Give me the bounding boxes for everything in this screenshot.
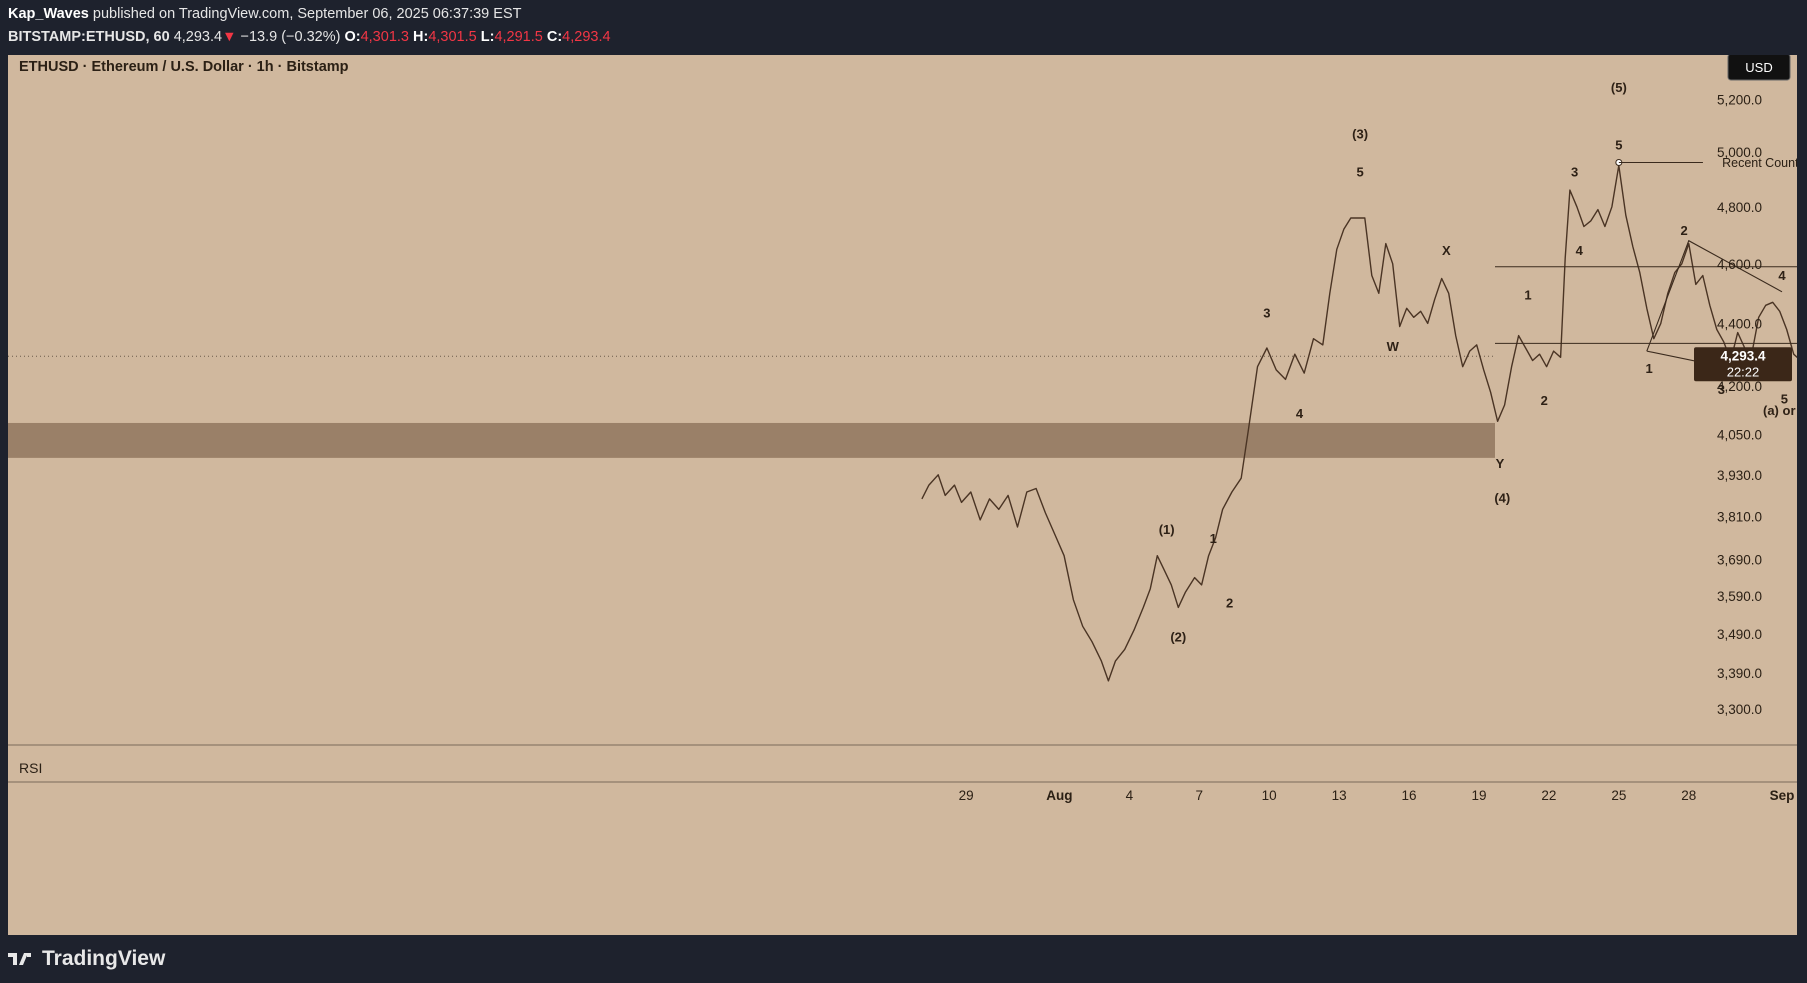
open-value: 4,301.3 bbox=[360, 29, 409, 45]
chart-title: ETHUSD · Ethereum / U.S. Dollar · 1h · B… bbox=[19, 59, 349, 75]
publish-line: Kap_Waves published on TradingView.com, … bbox=[8, 6, 521, 22]
countdown-badge: 22:22 bbox=[1727, 364, 1760, 379]
wave-label-22: 4 bbox=[1778, 268, 1786, 283]
wave-label-18: 5 bbox=[1615, 137, 1622, 152]
tradingview-logo-icon bbox=[8, 953, 31, 965]
wave-label-17: (5) bbox=[1611, 80, 1627, 95]
price-tick-11: 3,590.0 bbox=[1717, 589, 1762, 604]
wave-label-23: 5 bbox=[1781, 391, 1788, 406]
chart-background bbox=[8, 55, 1797, 935]
last-price-badge bbox=[1694, 347, 1792, 382]
wave-label-10: X bbox=[1442, 243, 1451, 258]
wave-label-12: (4) bbox=[1494, 490, 1510, 505]
price-tick-1: 5,200.0 bbox=[1717, 93, 1762, 108]
time-tick-4: 7 bbox=[1196, 788, 1204, 803]
wave-label-11: Y bbox=[1496, 456, 1505, 471]
author-name[interactable]: Kap_Waves bbox=[8, 6, 89, 22]
close-value: 4,293.4 bbox=[562, 29, 611, 45]
wave-label-20: 1 bbox=[1646, 361, 1653, 376]
time-tick-9: 22 bbox=[1541, 788, 1556, 803]
time-tick-6: 13 bbox=[1332, 788, 1347, 803]
price-change: −13.9 (−0.32%) bbox=[240, 29, 341, 45]
low-label: L: bbox=[480, 29, 495, 45]
wedge-line-1 bbox=[1646, 239, 1783, 352]
tradingview-logo[interactable]: TradingView bbox=[8, 947, 165, 971]
price-tick-3: 4,800.0 bbox=[1717, 200, 1762, 215]
wave-label-4: (2) bbox=[1170, 630, 1186, 645]
time-tick-5: 10 bbox=[1262, 788, 1277, 803]
last-price: 4,293.4 bbox=[173, 29, 223, 45]
close-label: C: bbox=[546, 29, 563, 45]
rsi-label: RSI bbox=[19, 760, 42, 776]
brand-name: TradingView bbox=[42, 947, 166, 970]
currency-button-label: USD bbox=[1745, 60, 1772, 75]
last-price-badge-value: 4,293.4 bbox=[1720, 348, 1766, 363]
wave-label-9: W bbox=[1387, 339, 1400, 354]
chart-canvas[interactable]: ETHUSD · Ethereum / U.S. Dollar · 1h · B… bbox=[8, 55, 1797, 935]
price-tick-14: 3,300.0 bbox=[1717, 702, 1762, 717]
price-tick-2: 5,000.0 bbox=[1717, 145, 1762, 160]
wave-label-15: 3 bbox=[1571, 164, 1578, 179]
high-value: 4,301.5 bbox=[428, 29, 477, 45]
price-series bbox=[921, 164, 1797, 682]
time-tick-12: Sep bbox=[1770, 788, 1795, 803]
wave-label-1: (1) bbox=[1159, 522, 1175, 537]
currency-button[interactable]: USD bbox=[1727, 55, 1791, 81]
time-tick-11: 28 bbox=[1681, 788, 1696, 803]
price-tick-10: 3,690.0 bbox=[1717, 552, 1762, 567]
low-value: 4,291.5 bbox=[494, 29, 543, 45]
time-tick-1: 29 bbox=[959, 788, 974, 803]
price-axis: 5,200.0 5,000.0 4,800.0 4,600.0 4,400.0 4,200… bbox=[1694, 93, 1792, 717]
price-tick-13: 3,390.0 bbox=[1717, 666, 1762, 681]
time-tick-2: Aug bbox=[1046, 788, 1072, 803]
wave-label-3: 2 bbox=[1226, 595, 1233, 610]
support-zone bbox=[8, 422, 1495, 458]
time-tick-7: 16 bbox=[1402, 788, 1417, 803]
published-text: published on TradingView.com, September … bbox=[92, 6, 522, 22]
time-tick-3: 4 bbox=[1126, 788, 1134, 803]
wave-label-2: 1 bbox=[1210, 531, 1217, 546]
wave-label-24: (a) or (1) bbox=[1763, 403, 1797, 418]
wave-label-6: 4 bbox=[1296, 406, 1304, 421]
wave-label-13: 1 bbox=[1524, 287, 1531, 302]
price-tick-12: 3,490.0 bbox=[1717, 627, 1762, 642]
price-tick-5: 4,400.0 bbox=[1717, 316, 1762, 331]
plot-layer: Recent Count Invalidation4,961.2Expanded… bbox=[8, 80, 1797, 682]
time-tick-10: 25 bbox=[1611, 788, 1626, 803]
wave-label-14: 2 bbox=[1541, 393, 1548, 408]
price-tick-6: 4,200.0 bbox=[1717, 379, 1762, 394]
wave-label-21: 3 bbox=[1718, 382, 1725, 397]
recent-count-invalidation-text: Recent Count Invalidation bbox=[1722, 156, 1797, 170]
ohlc-line: BITSTAMP:ETHUSD, 60 4,293.4▼ −13.9 (−0.3… bbox=[8, 29, 611, 45]
time-tick-8: 19 bbox=[1471, 788, 1486, 803]
price-tick-9: 3,810.0 bbox=[1717, 509, 1762, 524]
wave-label-19: 2 bbox=[1681, 223, 1688, 238]
wave-label-16: 4 bbox=[1576, 243, 1584, 258]
symbol: BITSTAMP:ETHUSD, 60 bbox=[8, 29, 170, 45]
price-tick-8: 3,930.0 bbox=[1717, 468, 1762, 483]
wave-label-8: 5 bbox=[1356, 164, 1363, 179]
wave-label-7: (3) bbox=[1352, 127, 1368, 142]
high-label: H: bbox=[413, 29, 429, 45]
price-tick-4: 4,600.0 bbox=[1717, 257, 1762, 272]
wave-label-5: 3 bbox=[1263, 305, 1270, 320]
down-arrow-icon: ▼ bbox=[222, 29, 237, 45]
price-tick-7: 4,050.0 bbox=[1717, 428, 1762, 443]
open-label: O: bbox=[344, 29, 361, 45]
time-axis: 29Aug4710131619222528Sep47101316192225 bbox=[959, 788, 1795, 803]
